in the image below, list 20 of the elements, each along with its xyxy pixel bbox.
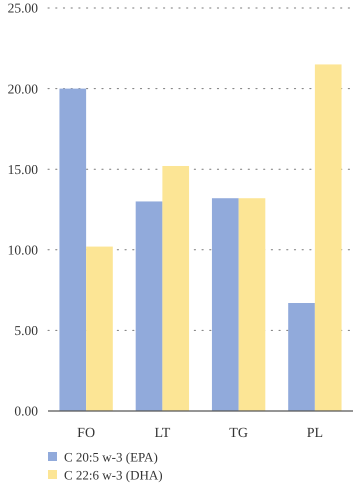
legend-label: C 22:6 w-3 (DHA) xyxy=(64,468,163,483)
bar xyxy=(314,64,342,411)
x-tick-label: LT xyxy=(154,426,171,441)
bar xyxy=(212,198,239,411)
y-tick-label: 20.00 xyxy=(8,81,38,96)
y-tick-label: 5.00 xyxy=(14,323,38,338)
x-tick-label: FO xyxy=(77,426,96,441)
bar xyxy=(136,201,162,411)
bar xyxy=(288,302,315,411)
bar xyxy=(86,246,113,411)
y-tick-label: 0.00 xyxy=(14,404,38,419)
bar xyxy=(59,88,86,411)
y-tick-label: 10.00 xyxy=(8,242,38,258)
x-tick-label: PL xyxy=(306,426,324,441)
bar xyxy=(238,198,266,411)
y-tick-label: 15.00 xyxy=(8,162,38,177)
legend-label: C 20:5 w-3 (EPA) xyxy=(64,450,158,465)
bar xyxy=(162,166,190,411)
x-tick-label: TG xyxy=(229,426,248,441)
y-tick-label: 25.00 xyxy=(8,0,38,16)
